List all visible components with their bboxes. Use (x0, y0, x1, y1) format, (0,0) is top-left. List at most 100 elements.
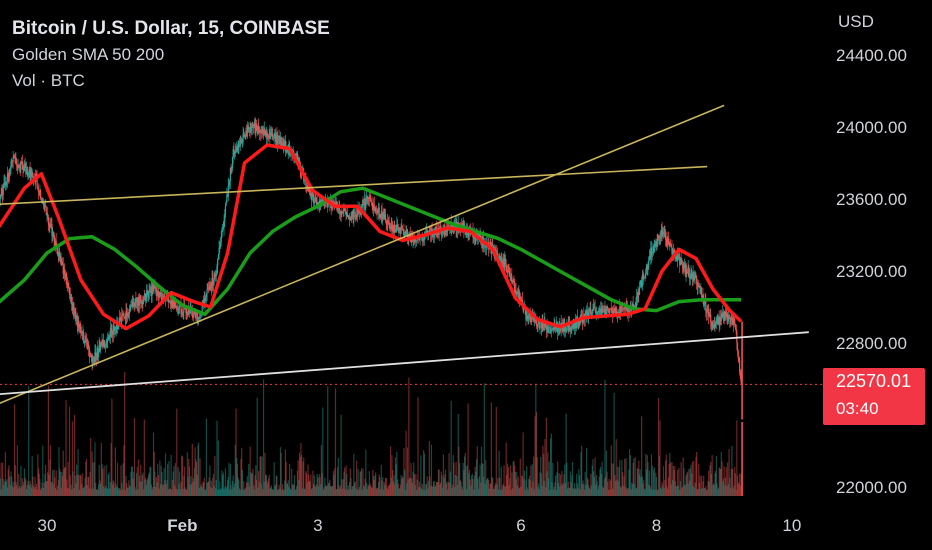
candle-body (403, 229, 405, 236)
volume-bar (24, 477, 26, 496)
candle-body (258, 125, 260, 134)
volume-bar (647, 462, 649, 496)
candle-body (171, 298, 173, 301)
candle-body (394, 224, 396, 231)
candle-body (313, 201, 315, 204)
volume-bar (546, 470, 548, 496)
candle-body (667, 237, 669, 246)
volume-bar (248, 486, 251, 496)
candle-body (174, 304, 176, 306)
candle-body (168, 301, 170, 303)
volume-bar (320, 484, 322, 496)
volume-bar (650, 454, 653, 496)
candle-body (312, 194, 314, 195)
volume-bar (254, 475, 256, 496)
support-trendline[interactable] (0, 331, 809, 397)
candle-body (333, 202, 335, 204)
candle-body (700, 287, 702, 294)
candle-body (370, 198, 372, 202)
volume-bar (380, 464, 382, 496)
volume-bar (159, 484, 162, 496)
candle-body (634, 305, 636, 308)
candle-body (311, 194, 313, 201)
candle-body (81, 332, 83, 334)
candle-body (198, 318, 200, 320)
candle-body (672, 252, 674, 255)
volume-bar (481, 463, 483, 496)
volume-bar (711, 455, 713, 496)
candle-body (134, 298, 136, 307)
candle-body (252, 124, 254, 126)
volume-bar (214, 488, 217, 496)
volume-bar (430, 485, 432, 496)
candle-body (259, 130, 261, 132)
candle-body (66, 283, 69, 287)
candle-body (349, 219, 351, 221)
volume-bar (562, 482, 564, 496)
volume-bar (569, 487, 571, 496)
volume-bar (668, 464, 670, 496)
candle-body (267, 135, 270, 137)
volume-bar (262, 489, 264, 496)
indicator-sma-label[interactable]: Golden SMA 50 200 (12, 45, 165, 64)
volume-bar (291, 485, 294, 496)
volume-bar (363, 486, 366, 496)
volume-bar (631, 482, 633, 496)
candle-body (83, 332, 85, 343)
volume-bar (538, 483, 540, 496)
volume-bar (624, 458, 626, 496)
candle-body (13, 155, 16, 158)
volume-bar (674, 481, 677, 496)
volume-bar (712, 483, 715, 496)
volume-bar (155, 486, 157, 496)
volume-bar (23, 468, 26, 496)
candle-body (251, 124, 253, 128)
volume-bar (432, 486, 434, 496)
candle-body (45, 207, 47, 216)
price-tick-label: 22000.00 (836, 478, 907, 497)
volume-bar (350, 478, 352, 496)
currency-label[interactable]: USD (838, 12, 874, 31)
volume-bar (555, 489, 557, 496)
indicator-volume-label[interactable]: Vol · BTC (12, 71, 85, 90)
symbol-title[interactable]: Bitcoin / U.S. Dollar, 15, COINBASE (12, 18, 330, 39)
candle-body (388, 221, 390, 226)
volume-bar (408, 477, 411, 496)
candle-body (269, 132, 271, 139)
volume-bar (629, 455, 631, 496)
volume-bar (147, 474, 150, 496)
volume-bar (525, 480, 527, 496)
volume-bar (631, 484, 634, 496)
volume-bar (277, 489, 279, 496)
candle-body (125, 311, 127, 317)
candle-body (400, 226, 402, 234)
volume-bar (115, 484, 117, 496)
volume-bar (452, 455, 454, 496)
volume-bar (313, 484, 315, 496)
volume-bar (617, 481, 619, 496)
volume-bar (102, 468, 104, 496)
candle-body (682, 267, 684, 272)
rising-trendline[interactable] (0, 104, 725, 418)
volume-bar (95, 482, 97, 496)
candle-body (80, 330, 83, 333)
candle-body (666, 239, 668, 246)
volume-bar (406, 483, 408, 496)
candle-body (152, 284, 155, 292)
volume-bar (419, 487, 421, 496)
volume-bar (416, 489, 418, 496)
candle-body (102, 340, 104, 346)
candle-body (578, 317, 581, 326)
volume-bar (430, 444, 433, 496)
candle-body (204, 298, 206, 304)
candle-body (605, 308, 607, 317)
candle-body (192, 315, 194, 318)
candle-body (156, 294, 158, 296)
volume-bar (330, 486, 332, 496)
candle-body (243, 134, 245, 137)
candle-body (337, 207, 339, 211)
volume-bar (89, 471, 91, 496)
volume-bar (138, 459, 140, 496)
upper-trendline[interactable] (0, 165, 708, 207)
